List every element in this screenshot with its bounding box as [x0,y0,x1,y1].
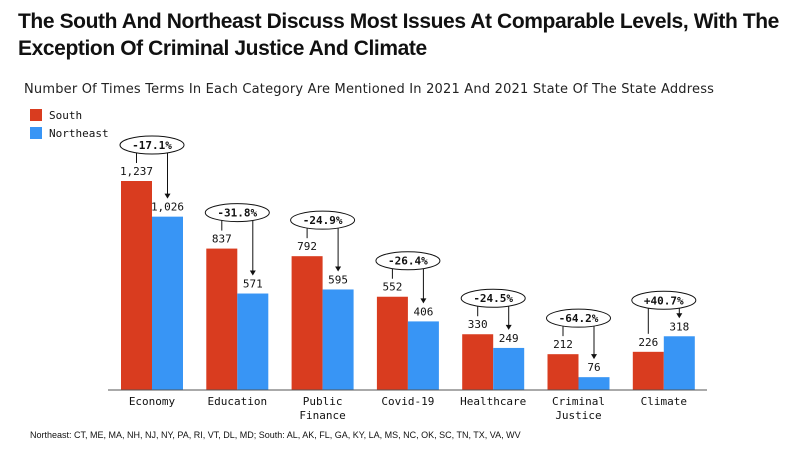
value-label-northeast: 249 [499,332,519,345]
legend-label-south: South [49,108,83,122]
bar-northeast [663,336,695,390]
pct-change-bubble [290,210,356,230]
value-label-northeast: 406 [413,305,433,318]
pct-change-label: -31.8% [217,207,257,220]
footnote: Northeast: CT, ME, MA, NH, NJ, NY, PA, R… [30,430,521,440]
value-label-south: 552 [382,281,402,294]
pct-change-label: -26.4% [388,255,428,268]
arrow-head [164,193,171,199]
x-tick-label: Covid-19 [381,395,434,408]
legend-item-northeast: Northeast [30,124,109,142]
value-label-northeast: 76 [587,361,600,374]
x-tick-label: Healthcare [460,395,526,408]
bar-northeast [152,216,183,390]
value-label-south: 212 [553,338,573,351]
legend-swatch-northeast [30,127,42,139]
pct-change-bubble [546,308,611,328]
arrow-head [505,324,512,330]
chart-title: The South And Northeast Discuss Most Iss… [18,10,779,60]
value-label-south: 226 [638,336,658,349]
legend-item-south: South [30,106,109,124]
value-label-northeast: 1,026 [151,201,184,214]
pct-change-bubble [204,203,270,223]
value-label-northeast: 318 [669,320,689,333]
x-tick-label: Climate [641,395,687,408]
pct-change-bubble [375,251,441,271]
legend-label-northeast: Northeast [49,126,109,140]
x-tick-label: Justice [555,409,601,422]
arrow-head [335,266,342,272]
pct-change-label: -64.2% [559,312,599,325]
arrow-head [591,354,597,360]
x-tick-label: Economy [129,395,176,408]
bar-south [462,334,494,390]
x-tick-label: Finance [299,409,345,422]
bar-northeast [493,347,525,390]
bar-northeast [322,289,354,390]
value-label-south: 330 [468,318,488,331]
bar-northeast [578,377,610,390]
legend: South Northeast [30,106,109,142]
pct-change-label: -17.1% [132,139,172,152]
pct-change-bubble [460,288,526,308]
value-label-south: 1,237 [120,165,153,178]
bar-south [547,354,579,390]
pct-change-label: -24.9% [303,214,343,227]
bar-south [206,248,238,390]
bar-south [632,351,664,390]
arrow-head [420,298,427,304]
value-label-south: 792 [297,240,317,253]
arrow-head [676,313,683,319]
pct-change-label: +40.7% [644,294,684,307]
value-label-northeast: 571 [243,278,263,291]
pct-change-label: -24.5% [473,292,513,305]
bar-south [121,181,152,390]
bar-south [291,256,323,390]
bar-northeast [237,293,269,390]
legend-swatch-south [30,109,42,121]
chart-subtitle: Number Of Times Terms In Each Category A… [24,82,715,97]
value-label-northeast: 595 [328,273,348,286]
x-tick-label: Criminal [552,395,605,408]
x-tick-label: Public [303,395,343,408]
pct-change-bubble [119,135,185,155]
bar-northeast [407,321,439,390]
bar-south [376,296,408,390]
value-label-south: 837 [212,233,232,246]
arrow-head [249,270,256,276]
x-tick-label: Education [207,395,267,408]
pct-change-bubble [631,290,697,310]
